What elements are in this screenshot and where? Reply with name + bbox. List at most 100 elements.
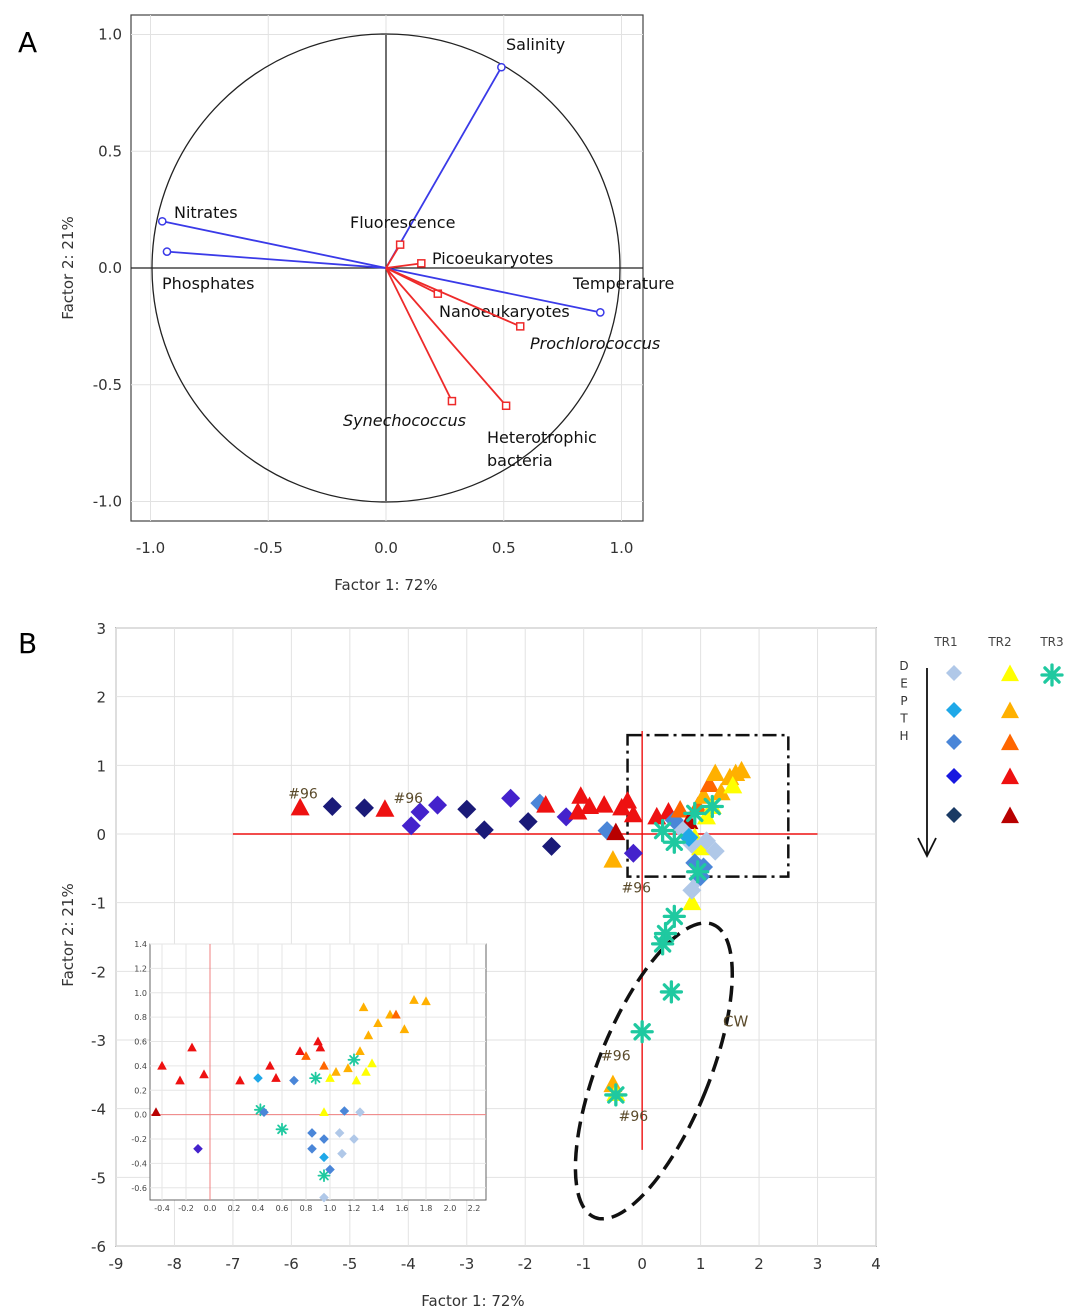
vector-endpoint-square <box>417 259 426 268</box>
b-y-tick-label: 1 <box>96 757 106 775</box>
data-point <box>705 763 725 782</box>
inset-x-tick-label: 2.0 <box>444 1204 457 1213</box>
vector-label: Picoeukaryotes <box>432 249 553 268</box>
data-point <box>711 782 731 801</box>
data-point <box>705 841 725 861</box>
inset-y-tick-label: -0.6 <box>131 1184 147 1193</box>
data-point <box>659 980 684 1004</box>
data-point <box>580 796 600 815</box>
legend-tr1-marker <box>946 702 962 718</box>
data-point <box>650 932 675 956</box>
star-stroke <box>319 1170 329 1181</box>
legend-tr2-marker <box>1001 664 1019 682</box>
a-x-tick-label: 0.5 <box>492 539 516 557</box>
star-stroke <box>633 1023 651 1041</box>
inset-data-point <box>358 1002 369 1012</box>
inset-y-tick-label: 0.6 <box>134 1038 147 1047</box>
inset-y-tick-label: -0.2 <box>131 1135 147 1144</box>
inset-data-point <box>157 1060 167 1070</box>
b-x-tick-label: 1 <box>696 1255 706 1273</box>
legend-depth-letter: P <box>900 694 907 708</box>
star-stroke <box>277 1124 287 1135</box>
inset-y-tick-label: 1.4 <box>134 940 147 949</box>
inset-data-point <box>289 1075 299 1086</box>
panel-a-vectors: Salinity Nitrates Phosphates Temperature Flu… <box>157 35 674 470</box>
inset-y-tick-label: -0.4 <box>131 1159 147 1168</box>
data-point <box>623 804 643 823</box>
data-point <box>474 820 494 840</box>
data-point <box>694 786 714 804</box>
inset-x-tick-label: 0.4 <box>252 1204 265 1213</box>
b-x-tick-label: -7 <box>225 1255 240 1273</box>
data-point <box>604 1083 628 1107</box>
data-point <box>536 795 556 813</box>
vector-endpoint-square <box>501 401 511 411</box>
data-point <box>571 786 591 804</box>
annotation-label: CW <box>723 1012 748 1030</box>
data-point <box>662 830 686 854</box>
vector-line <box>166 250 387 269</box>
data-point <box>410 802 430 822</box>
inset-data-point <box>355 1107 365 1118</box>
panel-b-label: B <box>18 627 37 660</box>
vector-endpoint-circle <box>162 247 172 257</box>
a-y-tick-label: 0.0 <box>98 259 122 277</box>
annotation-label: #96 <box>601 1049 631 1065</box>
inset-data-point <box>259 1107 269 1118</box>
inset-x-tick-label: 0.2 <box>228 1204 241 1213</box>
inset-data-point <box>307 1144 317 1154</box>
star-stroke <box>653 935 672 953</box>
data-point <box>630 1020 654 1044</box>
inset-x-tick-label: 1.2 <box>348 1204 361 1213</box>
vector-endpoint-square <box>395 240 405 249</box>
vector-label: Heterotrophic bacteria <box>487 428 597 470</box>
inset-y-tick-label: 0.4 <box>134 1062 147 1071</box>
data-point <box>696 831 716 851</box>
vector-label: Salinity <box>506 35 565 54</box>
inset-data-point <box>265 1060 275 1070</box>
data-point <box>568 802 588 820</box>
data-point <box>401 816 421 836</box>
data-point <box>682 892 702 911</box>
inset-data-point <box>349 1134 359 1144</box>
data-point <box>683 801 707 826</box>
star-stroke <box>686 804 704 823</box>
data-point <box>623 843 643 863</box>
annotation-label: #96 <box>288 786 318 802</box>
a-y-tick-label: -0.5 <box>93 376 122 394</box>
data-point <box>691 837 711 856</box>
inset-data-point <box>343 1063 353 1073</box>
inset-data-point <box>295 1046 305 1056</box>
inset-y-tick-label: 0.0 <box>134 1111 147 1120</box>
vector-label: Synechococcus <box>343 411 466 430</box>
data-point <box>354 798 374 818</box>
inset-data-point <box>319 1192 329 1203</box>
inset-y-tick-label: 1.2 <box>134 964 147 973</box>
inset-data-point <box>235 1075 245 1085</box>
vector-line <box>385 262 422 269</box>
b-x-tick-label: -9 <box>109 1255 124 1273</box>
inset-data-point <box>307 1128 317 1138</box>
vector-label: Phosphates <box>162 274 254 293</box>
b-x-tick-label: -4 <box>401 1255 416 1273</box>
inset-x-tick-label: 1.0 <box>324 1204 337 1213</box>
b-x-tick-label: 3 <box>813 1255 823 1273</box>
inset-data-point <box>334 1128 345 1138</box>
data-point <box>603 850 623 868</box>
vector-label: Temperature <box>572 274 674 293</box>
inset-data-point <box>409 995 419 1004</box>
legend-tr1-marker <box>946 807 962 823</box>
data-point <box>723 775 743 794</box>
a-x-tick-label: 0.0 <box>374 539 398 557</box>
inset-x-tick-label: 2.2 <box>468 1204 481 1213</box>
inset-x-tick-label: 0.6 <box>276 1204 289 1213</box>
annotation-label: #96 <box>619 1109 649 1125</box>
inset-data-point <box>317 1169 331 1183</box>
legend-column-header: TR2 <box>987 635 1011 649</box>
b-y-tick-label: -3 <box>91 1032 106 1050</box>
data-point <box>594 795 614 813</box>
vector-label: Nanoeukaryotes <box>439 302 570 321</box>
inset-data-point <box>421 996 431 1006</box>
star-stroke <box>310 1073 321 1083</box>
inset-data-point <box>363 1030 374 1040</box>
